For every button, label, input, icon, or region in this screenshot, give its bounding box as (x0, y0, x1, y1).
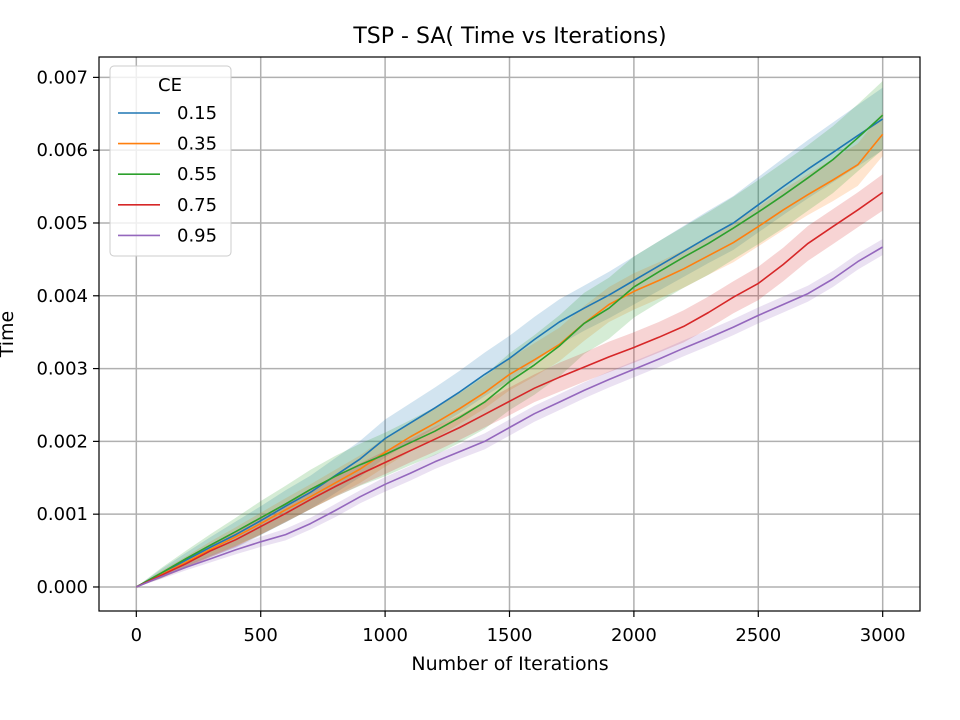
x-tick-label: 2500 (735, 625, 781, 646)
y-tick-label: 0.002 (36, 431, 88, 452)
band-series-0.15 (136, 87, 883, 587)
chart-title: TSP - SA( Time vs Iterations) (352, 24, 666, 49)
series-lines (135, 114, 884, 588)
legend-label-0.95: 0.95 (177, 225, 217, 246)
legend-label-0.75: 0.75 (177, 195, 217, 216)
axis-ticks: 0 500 1000 1500 2000 2500 3000 0.000 0.001 0.002 0… (36, 67, 905, 646)
y-tick-label: 0.007 (36, 67, 88, 88)
legend-label-0.55: 0.55 (177, 164, 217, 185)
y-tick-label: 0.004 (36, 286, 88, 307)
band-series-0.55 (136, 81, 883, 587)
x-tick-label: 1500 (487, 625, 533, 646)
y-tick-label: 0.000 (36, 577, 88, 598)
legend-title: CE (158, 75, 182, 96)
y-tick-label: 0.001 (36, 504, 88, 525)
line-series-0.75 (135, 191, 884, 588)
y-tick-label: 0.003 (36, 359, 88, 380)
x-tick-label: 1000 (362, 625, 408, 646)
y-tick-label: 0.006 (36, 140, 88, 161)
x-axis-label: Number of Iterations (411, 653, 608, 675)
grid (99, 57, 920, 611)
legend: CE 0.15 0.35 0.55 0.75 0.95 (109, 65, 232, 257)
x-tick-label: 0 (131, 625, 142, 646)
y-tick-label: 0.005 (36, 213, 88, 234)
line-series-0.95 (135, 246, 884, 588)
line-series-0.35 (135, 133, 884, 588)
x-tick-label: 500 (244, 625, 278, 646)
legend-label-0.15: 0.15 (177, 103, 217, 124)
line-series-0.55 (135, 114, 884, 588)
legend-label-0.35: 0.35 (177, 134, 217, 155)
x-tick-label: 2000 (611, 625, 657, 646)
line-series-0.15 (135, 118, 884, 588)
x-tick-label: 3000 (860, 625, 906, 646)
y-axis-label: Time (0, 311, 18, 359)
